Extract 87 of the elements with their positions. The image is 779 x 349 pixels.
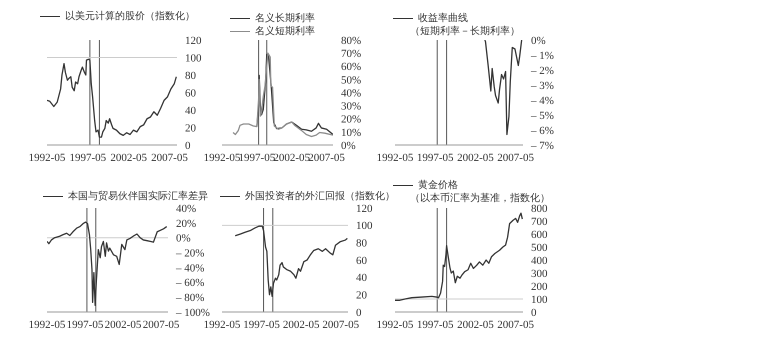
- y-tick-label: 0: [356, 306, 362, 319]
- y-tick-label: 60: [356, 254, 368, 267]
- x-tick-label: 2002-05: [282, 318, 320, 331]
- x-tick-label: 1997-05: [243, 318, 280, 331]
- y-tick-label: 0%: [341, 140, 356, 152]
- y-tick-label: 200: [531, 280, 548, 293]
- y-tick-label: 120: [185, 34, 202, 47]
- y-tick-label: 40: [185, 104, 196, 117]
- y-tick-label: 50%: [341, 74, 362, 86]
- x-tick-label: 1992-05: [28, 152, 66, 164]
- y-tick-label: 30%: [341, 100, 362, 113]
- y-tick-label: 0: [185, 140, 191, 152]
- y-tick-label: – 80%: [175, 292, 204, 304]
- x-tick-label: 2007-05: [322, 318, 360, 331]
- x-tick-label: 2007-05: [497, 152, 534, 164]
- x-tick-label: 2007-05: [497, 318, 534, 331]
- line-series: [234, 226, 348, 298]
- y-tick-label: – 20%: [175, 247, 204, 260]
- y-tick-label: 600: [531, 228, 548, 241]
- legend-label: 外国投资者的外汇回报（指数化）: [245, 190, 395, 203]
- y-tick-label: 0: [531, 306, 537, 319]
- x-tick-label: 1992-05: [376, 318, 414, 331]
- y-tick-label: – 3%: [530, 80, 554, 92]
- x-tick-label: 1992-05: [204, 152, 241, 164]
- chart-subtitle: （以本币汇率为基准，指数化）: [410, 192, 550, 204]
- y-tick-label: 120: [356, 202, 373, 215]
- y-tick-label: 80%: [341, 34, 362, 47]
- y-tick-label: 80: [185, 70, 196, 82]
- line-series: [47, 221, 168, 306]
- x-tick-label: 1992-05: [204, 318, 241, 331]
- y-tick-label: 60: [185, 87, 196, 100]
- y-tick-label: – 4%: [530, 94, 554, 107]
- legend-label: 名义长期利率: [255, 12, 315, 25]
- y-tick-label: 80: [356, 238, 368, 250]
- y-tick-label: – 100%: [175, 306, 210, 319]
- x-tick-label: 2007-05: [142, 318, 180, 331]
- y-tick-label: 20%: [341, 114, 362, 126]
- x-tick-label: 2002-05: [457, 318, 494, 331]
- x-tick-label: 2007-05: [308, 152, 346, 164]
- x-tick-label: 2002-05: [457, 152, 494, 164]
- x-tick-label: 1997-05: [238, 152, 276, 164]
- y-tick-label: 0%: [176, 232, 191, 245]
- chart-subtitle: （短期利率－长期利率）: [410, 25, 520, 38]
- y-tick-label: 10%: [341, 126, 362, 139]
- y-tick-label: – 5%: [530, 110, 554, 122]
- legend-label: 本国与贸易伙伴国实际汇率差异: [68, 190, 208, 203]
- y-tick-label: 40%: [176, 202, 196, 215]
- line-series: [395, 212, 523, 301]
- y-tick-label: 20: [185, 122, 196, 134]
- x-tick-label: 1997-05: [66, 318, 104, 331]
- y-tick-label: 70%: [341, 48, 362, 60]
- y-tick-label: – 40%: [175, 262, 204, 274]
- y-tick-label: 40: [356, 272, 368, 284]
- y-tick-label: 400: [531, 254, 548, 267]
- line-series: [47, 58, 177, 138]
- legend-label: 收益率曲线: [418, 12, 468, 25]
- x-tick-label: 1997-05: [70, 152, 107, 164]
- y-tick-label: 60%: [341, 61, 362, 74]
- y-tick-label: 300: [531, 268, 548, 280]
- y-tick-label: – 7%: [530, 140, 554, 152]
- x-tick-label: 2007-05: [151, 152, 188, 164]
- y-tick-label: 800: [531, 202, 548, 215]
- x-tick-label: 2002-05: [273, 152, 311, 164]
- x-tick-label: 2002-05: [110, 152, 148, 164]
- y-tick-label: 20: [356, 290, 368, 302]
- y-tick-label: – 2%: [530, 64, 554, 77]
- x-tick-label: 1992-05: [376, 152, 414, 164]
- y-tick-label: 40%: [341, 87, 362, 100]
- y-tick-label: – 60%: [175, 277, 204, 290]
- legend-label: 黄金价格: [418, 179, 458, 192]
- line-series: [232, 52, 333, 138]
- y-tick-label: 100: [356, 220, 373, 232]
- y-tick-label: 0%: [531, 34, 546, 47]
- y-tick-label: – 1%: [530, 50, 554, 62]
- y-tick-label: 100: [185, 52, 202, 64]
- x-tick-label: 1997-05: [416, 318, 454, 331]
- legend-label: 名义短期利率: [255, 25, 315, 38]
- y-tick-label: 700: [531, 216, 548, 228]
- x-tick-label: 1997-05: [416, 152, 454, 164]
- y-tick-label: 20%: [176, 218, 196, 230]
- y-tick-label: 500: [531, 242, 548, 254]
- y-tick-label: – 6%: [530, 124, 554, 137]
- y-tick-label: 100: [531, 294, 548, 306]
- legend-label: 以美元计算的股价（指数化）: [65, 10, 195, 23]
- line-series: [484, 40, 522, 136]
- x-tick-label: 2002-05: [104, 318, 142, 331]
- x-tick-label: 1992-05: [28, 318, 66, 331]
